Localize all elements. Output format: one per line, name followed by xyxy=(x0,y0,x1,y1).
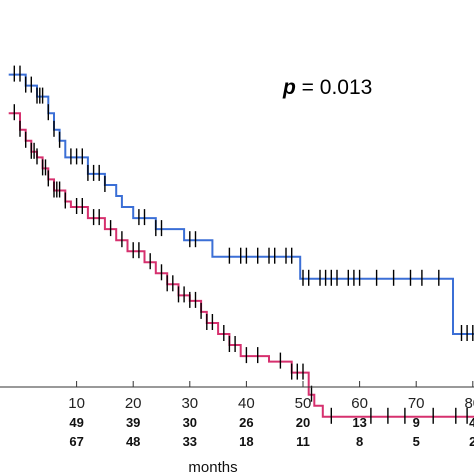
risk-value: 67 xyxy=(69,434,83,449)
risk-value: 13 xyxy=(352,415,366,430)
x-tick-label: 50 xyxy=(295,395,312,412)
x-tick-label: 40 xyxy=(238,395,255,412)
risk-table: 4939302620139467483318118521 xyxy=(69,415,474,449)
x-tick-label: 30 xyxy=(181,395,198,412)
risk-value: 8 xyxy=(356,434,363,449)
risk-value: 26 xyxy=(239,415,253,430)
x-tick-label: 80 xyxy=(464,395,474,412)
risk-value: 49 xyxy=(69,415,83,430)
risk-value: 18 xyxy=(239,434,253,449)
x-axis-ticks: 102030405060708090 xyxy=(68,381,474,412)
survival-curve-1 xyxy=(8,73,474,335)
risk-value: 30 xyxy=(183,415,197,430)
risk-value: 4 xyxy=(469,415,474,430)
risk-value: 11 xyxy=(296,434,310,449)
x-axis-label: months xyxy=(188,459,237,474)
x-tick-label: 20 xyxy=(125,395,142,412)
risk-value: 2 xyxy=(469,434,474,449)
p-value-annotation: p = 0.013 xyxy=(282,76,372,99)
risk-value: 5 xyxy=(413,434,420,449)
risk-value: 33 xyxy=(183,434,197,449)
curves-layer xyxy=(8,65,474,424)
risk-value: 20 xyxy=(296,415,310,430)
x-tick-label: 60 xyxy=(351,395,368,412)
survival-curve-2 xyxy=(8,112,474,418)
risk-value: 48 xyxy=(126,434,140,449)
x-tick-label: 10 xyxy=(68,395,85,412)
x-tick-label: 70 xyxy=(408,395,425,412)
risk-value: 39 xyxy=(126,415,140,430)
risk-value: 9 xyxy=(413,415,420,430)
